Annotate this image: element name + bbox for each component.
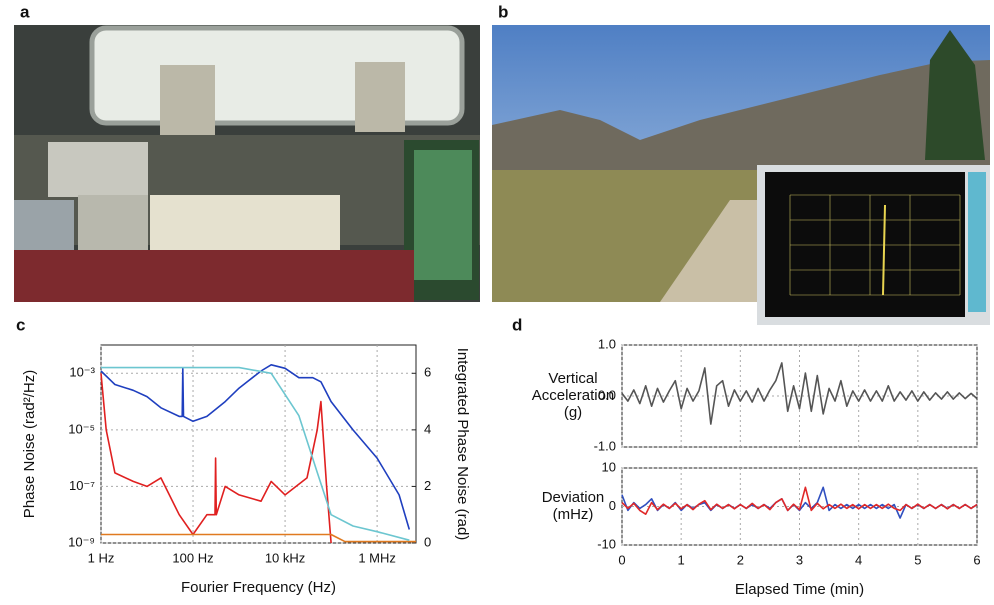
y-tick-label: 10⁻⁹: [68, 534, 95, 549]
y2-tick-label: 6: [424, 365, 431, 380]
y-tick-label: 0: [609, 498, 616, 513]
x-tick-label: 4: [855, 552, 862, 567]
y-tick-label: -10: [597, 536, 616, 551]
y-axis-label: Vertical: [548, 370, 597, 387]
panel-label: d: [512, 315, 522, 334]
y2-tick-label: 4: [424, 421, 431, 436]
y-tick-label: -1.0: [594, 438, 616, 453]
y-tick-label: 10⁻⁷: [69, 478, 95, 493]
x-tick-label: 100 Hz: [172, 550, 213, 565]
panel-label: b: [498, 2, 508, 21]
y-axis-label: Deviation: [542, 489, 605, 506]
x-axis-label: Elapsed Time (min): [735, 581, 864, 598]
x-tick-label: 1 MHz: [358, 550, 396, 565]
x-tick-label: 1 Hz: [88, 550, 115, 565]
photo-b: [492, 25, 990, 325]
x-tick-label: 10 kHz: [265, 550, 305, 565]
series-line: [100, 373, 332, 544]
x-axis-label: Fourier Frequency (Hz): [181, 579, 336, 596]
panel-label: c: [16, 315, 25, 334]
y-tick-label: 0.0: [598, 387, 616, 402]
plot-frame: [100, 344, 417, 544]
x-tick-label: 6: [973, 552, 980, 567]
x-tick-label: 5: [914, 552, 921, 567]
y-axis-label: Phase Noise (rad²/Hz): [21, 370, 38, 518]
y2-tick-label: 0: [424, 534, 431, 549]
x-tick-label: 1: [678, 552, 685, 567]
y-tick-label: 10⁻⁵: [68, 421, 95, 436]
y2-axis-label: Integrated Phase Noise (rad): [454, 348, 471, 541]
series-line: [101, 366, 410, 541]
y-axis-label: Acceleration: [532, 387, 615, 404]
y-tick-label: 10⁻³: [69, 365, 95, 380]
x-tick-label: 3: [796, 552, 803, 567]
x-tick-label: 0: [618, 552, 625, 567]
y2-tick-label: 2: [424, 478, 431, 493]
y-axis-label: (mHz): [553, 506, 594, 523]
x-tick-label: 2: [737, 552, 744, 567]
y-tick-label: 10: [602, 459, 616, 474]
series-line: [621, 362, 978, 425]
y-axis-label: (g): [564, 404, 582, 421]
series-line: [621, 486, 978, 515]
y-tick-label: 1.0: [598, 336, 616, 351]
series-line: [100, 364, 411, 530]
panel-label: a: [20, 2, 30, 21]
photo-a: [14, 25, 480, 302]
series-line: [101, 533, 416, 543]
